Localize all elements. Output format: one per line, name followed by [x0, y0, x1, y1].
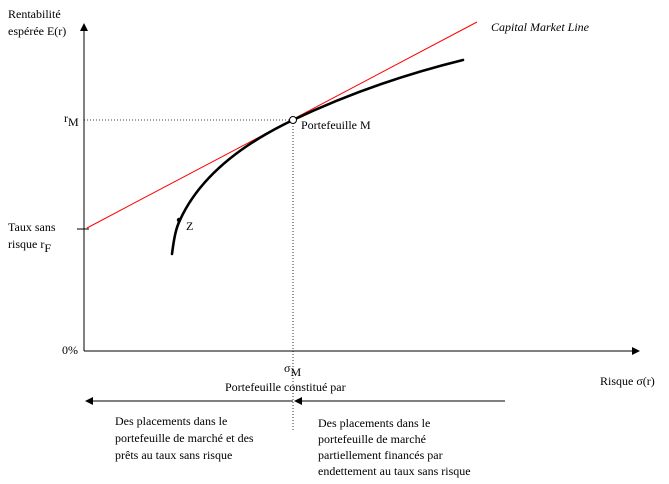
left-region-line2: portefeuille de marché et des — [115, 431, 254, 445]
right-region-line1: Des placements dans le — [318, 416, 430, 430]
right-region-line2: portefeuille de marché — [318, 432, 426, 446]
right-region-line3: partiellement financés par — [318, 448, 443, 462]
point-z-marker — [176, 217, 182, 223]
cml-label: Capital Market Line — [491, 20, 590, 34]
y-axis-label-line2: espérée E(r) — [8, 24, 66, 38]
composition-title: Portefeuille constitué par — [225, 380, 346, 394]
portfolio-m-label: Portefeuille M — [301, 118, 371, 132]
y-axis-label-line1: Rentabilité — [8, 7, 61, 21]
zero-label: 0% — [62, 343, 78, 357]
right-region-line4: endettement au taux sans risque — [318, 464, 471, 478]
point-z-label: Z — [186, 219, 193, 233]
rm-label: rM — [64, 111, 79, 129]
left-region-line1: Des placements dans le — [115, 414, 227, 428]
left-region-line3: prêts au taux sans risque — [115, 448, 232, 462]
efficient-frontier-curve — [170, 58, 465, 256]
rf-label-line2: risque rF — [8, 237, 51, 255]
sigma-m-label: σM — [284, 361, 301, 379]
x-axis-label: Risque σ(r) — [600, 374, 655, 388]
portfolio-m-marker — [289, 116, 297, 124]
rf-label-line1: Taux sans — [8, 220, 56, 234]
